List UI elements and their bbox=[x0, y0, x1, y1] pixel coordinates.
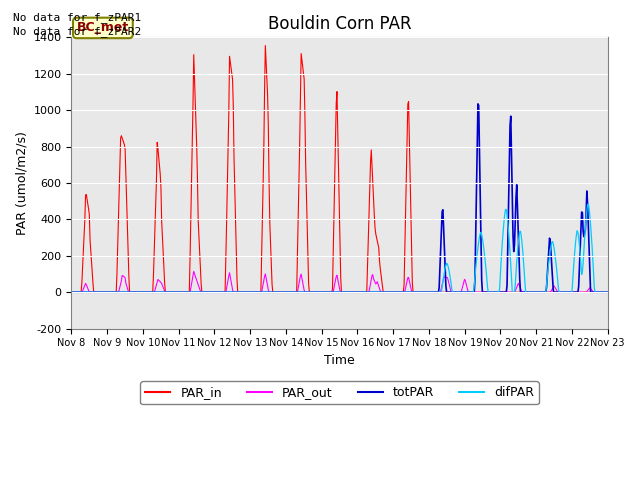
difPAR bbox=[404, 289, 412, 295]
PAR_out bbox=[68, 289, 76, 295]
X-axis label: Time: Time bbox=[324, 354, 355, 367]
PAR_out bbox=[132, 289, 140, 295]
Text: No data for f_zPAR1: No data for f_zPAR1 bbox=[13, 12, 141, 23]
PAR_in bbox=[187, 218, 195, 224]
Text: BC_met: BC_met bbox=[77, 22, 129, 35]
totPAR bbox=[474, 101, 482, 107]
difPAR bbox=[68, 289, 76, 295]
totPAR bbox=[132, 289, 140, 295]
totPAR bbox=[604, 289, 612, 295]
totPAR bbox=[215, 289, 223, 295]
PAR_in bbox=[215, 289, 223, 295]
difPAR bbox=[187, 289, 195, 295]
difPAR bbox=[215, 289, 223, 295]
PAR_in bbox=[132, 289, 140, 295]
totPAR bbox=[68, 289, 76, 295]
Line: PAR_out: PAR_out bbox=[72, 271, 608, 292]
PAR_in bbox=[406, 135, 413, 141]
PAR_in bbox=[68, 289, 76, 295]
totPAR bbox=[420, 289, 428, 295]
PAR_out bbox=[77, 289, 85, 295]
Line: totPAR: totPAR bbox=[72, 104, 608, 292]
Y-axis label: PAR (umol/m2/s): PAR (umol/m2/s) bbox=[15, 131, 28, 235]
PAR_out bbox=[190, 268, 198, 274]
totPAR bbox=[404, 289, 412, 295]
PAR_in bbox=[421, 289, 429, 295]
totPAR bbox=[187, 289, 195, 295]
totPAR bbox=[77, 289, 85, 295]
PAR_out bbox=[187, 286, 195, 291]
PAR_in bbox=[77, 289, 85, 295]
Title: Bouldin Corn PAR: Bouldin Corn PAR bbox=[268, 15, 412, 33]
difPAR bbox=[77, 289, 85, 295]
PAR_out bbox=[406, 278, 413, 284]
difPAR bbox=[420, 289, 428, 295]
difPAR bbox=[604, 289, 612, 295]
PAR_out bbox=[216, 289, 224, 295]
PAR_in bbox=[262, 43, 269, 48]
Line: difPAR: difPAR bbox=[72, 204, 608, 292]
Legend: PAR_in, PAR_out, totPAR, difPAR: PAR_in, PAR_out, totPAR, difPAR bbox=[140, 382, 539, 405]
PAR_in bbox=[604, 289, 612, 295]
difPAR bbox=[584, 201, 592, 207]
Text: No data for f_zPAR2: No data for f_zPAR2 bbox=[13, 26, 141, 37]
PAR_out bbox=[604, 289, 612, 295]
Line: PAR_in: PAR_in bbox=[72, 46, 608, 292]
difPAR bbox=[132, 289, 140, 295]
PAR_out bbox=[421, 289, 429, 295]
